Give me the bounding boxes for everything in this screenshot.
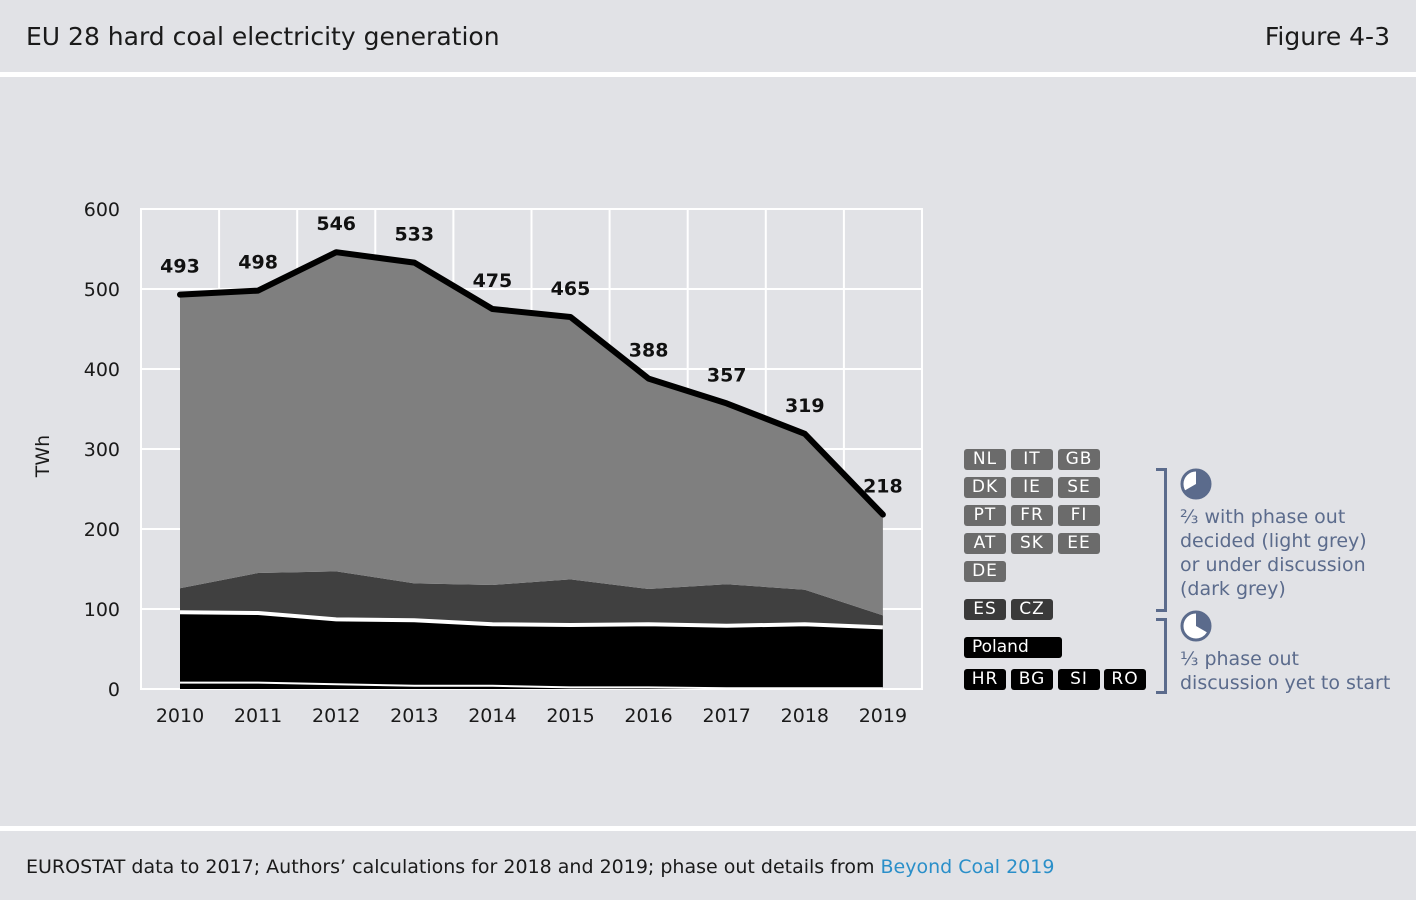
chart-title: EU 28 hard coal electricity generation <box>26 22 500 51</box>
x-tick-label: 2017 <box>703 705 751 727</box>
y-tick-label: 0 <box>108 679 120 701</box>
y-tick-label: 300 <box>84 439 120 461</box>
total-value-label: 465 <box>551 278 591 300</box>
y-tick-label: 400 <box>84 359 120 381</box>
data-labels: 493 498 546 533 475 465 388 357 319 218 <box>160 213 903 497</box>
y-axis-ticks: 0 100 200 300 400 500 600 <box>84 199 120 701</box>
total-value-label: 498 <box>238 252 278 274</box>
y-axis-label: TWh <box>32 435 54 478</box>
x-axis-ticks: 2010 2011 2012 2013 2014 2015 2016 2017 2018 2019 <box>156 705 907 727</box>
y-tick-label: 600 <box>84 199 120 221</box>
chart-lines <box>177 249 886 690</box>
total-value-label: 475 <box>473 270 513 292</box>
area-series-3 <box>180 252 883 616</box>
total-value-label: 493 <box>160 256 200 278</box>
source-note: EUROSTAT data to 2017; Authors’ calculat… <box>26 856 1054 878</box>
x-tick-label: 2011 <box>234 705 282 727</box>
total-value-label: 319 <box>785 395 825 417</box>
x-tick-label: 2019 <box>859 705 907 727</box>
area-series-0 <box>180 682 883 689</box>
x-tick-label: 2016 <box>624 705 672 727</box>
area-series-2 <box>180 571 883 628</box>
header: EU 28 hard coal electricity generation F… <box>0 0 1416 72</box>
total-value-label: 218 <box>863 476 903 498</box>
total-value-label: 388 <box>629 340 669 362</box>
x-tick-label: 2012 <box>312 705 360 727</box>
total-line <box>177 249 886 518</box>
y-tick-label: 200 <box>84 519 120 541</box>
area-series-1 <box>180 612 883 689</box>
separator-line-small <box>180 681 883 690</box>
footer-divider <box>0 826 1416 831</box>
header-divider <box>0 72 1416 77</box>
figure-number: Figure 4-3 <box>1264 22 1390 51</box>
x-tick-label: 2014 <box>468 705 516 727</box>
source-link[interactable]: Beyond Coal 2019 <box>880 856 1055 878</box>
total-value-label: 357 <box>707 364 747 386</box>
source-text: EUROSTAT data to 2017; Authors’ calculat… <box>26 856 881 878</box>
x-tick-label: 2015 <box>546 705 594 727</box>
y-tick-label: 100 <box>84 599 120 621</box>
x-tick-label: 2010 <box>156 705 204 727</box>
x-tick-label: 2018 <box>781 705 829 727</box>
y-tick-label: 500 <box>84 279 120 301</box>
x-tick-label: 2013 <box>390 705 438 727</box>
chart-areas <box>180 252 883 689</box>
separator-line-poland <box>179 610 883 630</box>
total-value-label: 533 <box>394 224 434 246</box>
total-value-label: 546 <box>316 213 356 235</box>
